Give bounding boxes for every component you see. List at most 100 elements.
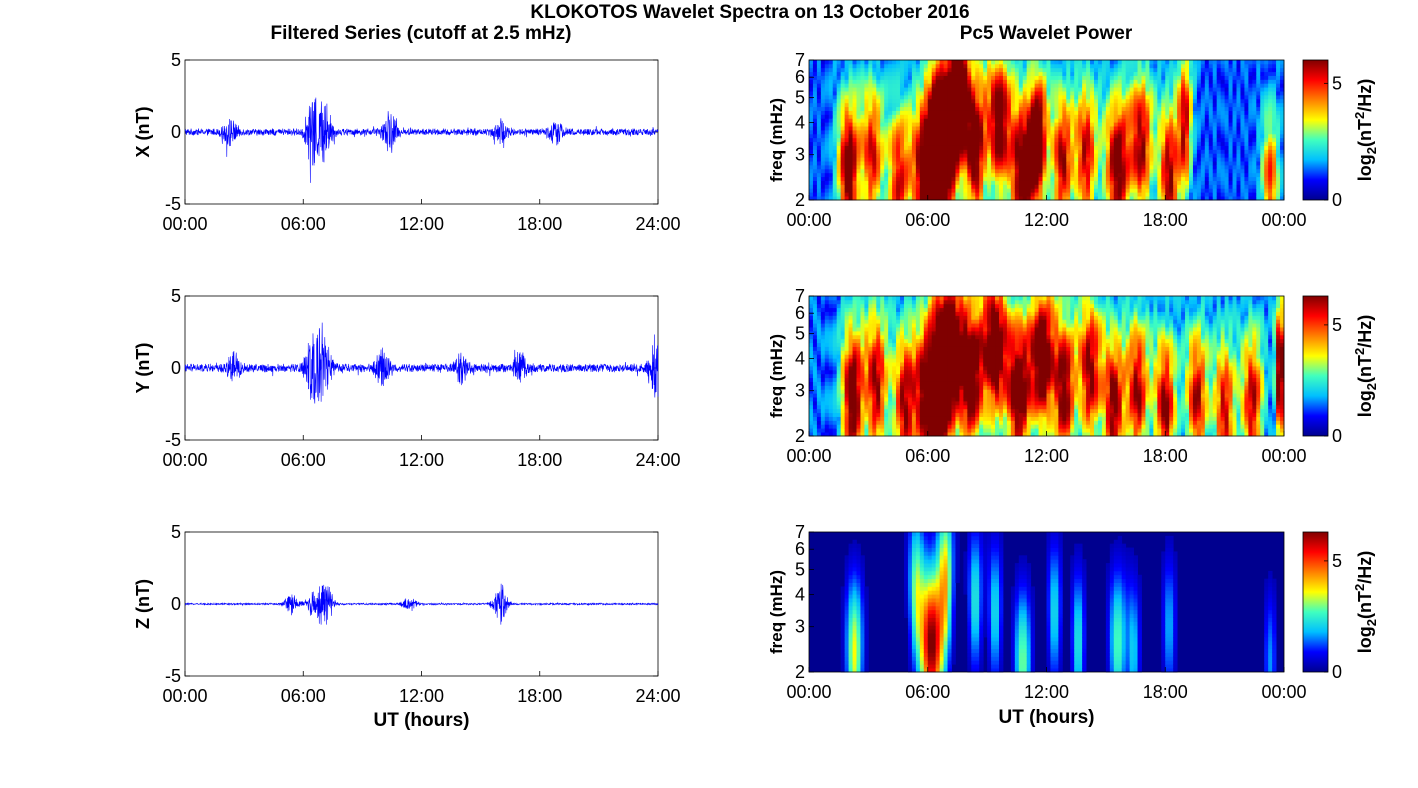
x-power-cell	[1240, 63, 1245, 69]
x-power-cell	[1256, 60, 1261, 65]
x-power-cell	[868, 75, 873, 80]
y-power-cell	[832, 307, 838, 312]
x-power-cell	[852, 184, 857, 189]
x-power-cell	[848, 83, 853, 88]
x-power-cell	[1054, 63, 1059, 69]
y-power-cell	[824, 299, 830, 305]
x-power-cell	[1157, 176, 1162, 181]
x-power-cell	[864, 126, 869, 131]
x-power-ytick-label: 5	[795, 88, 805, 108]
y-power-cell	[860, 416, 865, 421]
x-power-cell	[1078, 106, 1083, 111]
x-power-cell	[1006, 196, 1012, 201]
x-power-cell	[888, 133, 893, 139]
x-power-cell	[1121, 79, 1127, 84]
x-power-cell	[1117, 87, 1123, 92]
x-power-cell	[1196, 87, 1202, 92]
x-power-cell	[1042, 137, 1047, 143]
x-power-cell	[1165, 176, 1170, 181]
x-power-cell	[995, 126, 1000, 131]
x-power-cell	[1240, 122, 1245, 127]
x-power-cell	[820, 63, 826, 69]
y-power-cell	[820, 393, 826, 398]
x-power-cell	[1026, 184, 1032, 189]
x-power-cell	[1268, 63, 1273, 69]
x-power-cell	[1121, 71, 1127, 76]
x-power-cell	[1145, 95, 1150, 100]
x-power-cell	[1224, 95, 1229, 100]
x-power-cell	[983, 196, 988, 201]
x-power-cell	[1248, 184, 1253, 189]
x-power-cell	[1022, 98, 1028, 104]
x-power-cell	[820, 133, 826, 139]
y-power-cell	[824, 416, 830, 421]
x-power-cell	[987, 168, 992, 174]
x-power-cell	[979, 130, 984, 135]
y-power-cell	[816, 299, 822, 305]
x-power-cell	[884, 114, 889, 119]
x-power-cell	[919, 184, 925, 189]
x-power-cell	[832, 161, 838, 166]
x-power-cell	[951, 133, 956, 139]
x-power-cell	[975, 60, 980, 65]
x-power-cell	[911, 63, 917, 69]
x-power-cell	[1078, 75, 1083, 80]
x-power-cell	[1030, 188, 1036, 193]
x-power-cell	[1109, 126, 1115, 131]
x-power-cell	[979, 98, 984, 104]
y-power-cell	[856, 428, 861, 433]
x-power-cell	[1248, 130, 1253, 135]
x-power-cell	[987, 106, 992, 111]
x-power-cell	[1022, 172, 1028, 178]
x-power-cell	[836, 118, 842, 123]
y-power-cell	[860, 338, 865, 344]
x-power-cell	[896, 157, 901, 162]
x-power-cell	[832, 87, 838, 92]
x-power-cell	[1086, 192, 1091, 197]
x-power-cell	[1034, 133, 1039, 139]
x-power-cell	[1244, 83, 1249, 88]
x-power-cell	[951, 141, 956, 146]
x-power-cell	[927, 168, 933, 174]
x-power-cell	[1086, 137, 1091, 143]
x-power-cell	[816, 102, 822, 108]
y-power-cell	[816, 381, 822, 386]
x-power-cell	[1082, 176, 1087, 181]
x-power-cell	[1066, 91, 1071, 96]
x-power-cell	[864, 130, 869, 135]
x-power-cell	[999, 137, 1004, 143]
x-power-cell	[868, 122, 873, 127]
x-power-cell	[1268, 133, 1273, 139]
x-power-cell	[1181, 63, 1186, 69]
x-power-cell	[911, 172, 917, 178]
x-power-cell	[907, 106, 913, 111]
x-power-cell	[1204, 110, 1210, 115]
x-power-cell	[809, 153, 814, 158]
x-power-cell	[1244, 184, 1249, 189]
x-power-cell	[904, 196, 909, 201]
x-power-cell	[872, 180, 877, 185]
x-power-cell	[1082, 71, 1087, 76]
x-power-cell	[840, 149, 846, 154]
y-power-cell	[812, 412, 818, 417]
x-power-cell	[1105, 176, 1111, 181]
x-power-cell	[1280, 118, 1285, 123]
x-power-cell	[963, 102, 968, 108]
x-power-cell	[892, 192, 897, 197]
x-power-cell	[947, 137, 952, 143]
x-power-cell	[1165, 122, 1170, 127]
x-power-ytick-label: 6	[795, 67, 805, 87]
x-power-cell	[1086, 126, 1091, 131]
y-power-cell	[864, 346, 869, 351]
x-power-cell	[987, 60, 992, 65]
x-power-cell	[1058, 79, 1063, 84]
x-power-cell	[1145, 168, 1150, 174]
x-power-cell	[907, 192, 913, 197]
x-power-cell	[951, 63, 956, 69]
x-power-cell	[1006, 87, 1012, 92]
x-power-cell	[1082, 102, 1087, 108]
x-power-cell	[1022, 79, 1028, 84]
x-power-cell	[1133, 153, 1138, 158]
x-power-cell	[1196, 180, 1202, 185]
